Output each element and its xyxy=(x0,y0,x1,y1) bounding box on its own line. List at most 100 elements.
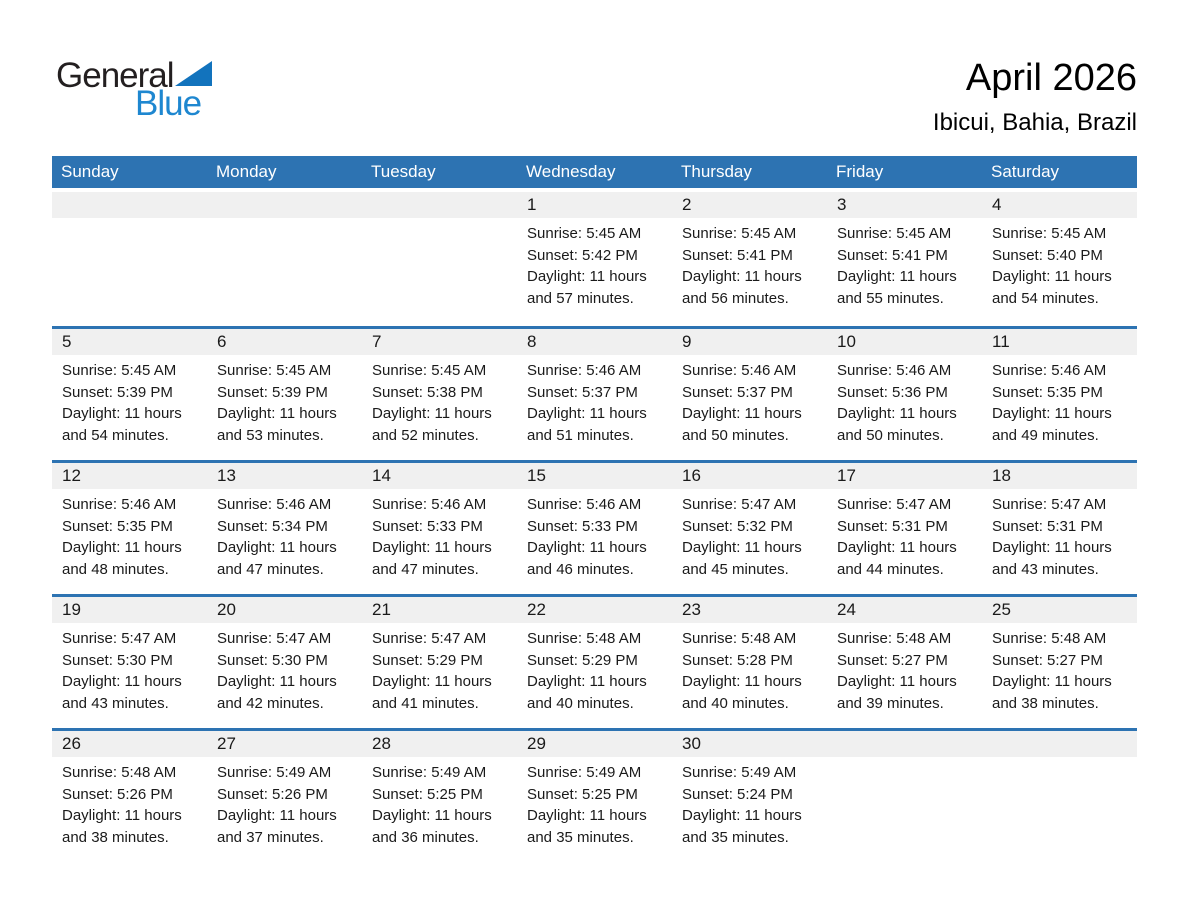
day-cell-17: 17 Sunrise: 5:47 AM Sunset: 5:31 PM Dayligh… xyxy=(827,463,982,594)
sunrise-line: Sunrise: 5:46 AM xyxy=(837,362,952,379)
day-cell-28: 28 Sunrise: 5:49 AM Sunset: 5:25 PM Dayligh… xyxy=(362,731,517,862)
day-info: Sunrise: 5:47 AM Sunset: 5:31 PM Daylight:… xyxy=(827,489,982,580)
day-info: Sunrise: 5:48 AM Sunset: 5:28 PM Daylight:… xyxy=(672,623,827,714)
day-info xyxy=(52,218,207,223)
logo-text-general: General xyxy=(56,56,175,95)
day-number: 29 xyxy=(517,731,672,757)
day-cell-16: 16 Sunrise: 5:47 AM Sunset: 5:32 PM Dayligh… xyxy=(672,463,827,594)
day-cell-15: 15 Sunrise: 5:46 AM Sunset: 5:33 PM Dayligh… xyxy=(517,463,672,594)
day-cell-29: 29 Sunrise: 5:49 AM Sunset: 5:25 PM Dayligh… xyxy=(517,731,672,862)
day-cell-9: 9 Sunrise: 5:46 AM Sunset: 5:37 PM Daylight… xyxy=(672,329,827,460)
sunrise-line: Sunrise: 5:49 AM xyxy=(682,764,797,781)
day-number: 18 xyxy=(982,463,1137,489)
sunrise-line: Sunrise: 5:45 AM xyxy=(682,225,797,242)
daylight-line: Daylight: 11 hours and 41 minutes. xyxy=(372,673,492,712)
daylight-line: Daylight: 11 hours and 49 minutes. xyxy=(992,405,1112,444)
day-number xyxy=(827,731,982,757)
sunrise-line: Sunrise: 5:48 AM xyxy=(62,764,177,781)
sunrise-line: Sunrise: 5:48 AM xyxy=(992,630,1107,647)
sunrise-line: Sunrise: 5:45 AM xyxy=(837,225,952,242)
daylight-line: Daylight: 11 hours and 52 minutes. xyxy=(372,405,492,444)
day-number: 11 xyxy=(982,329,1137,355)
day-cell-5: 5 Sunrise: 5:45 AM Sunset: 5:39 PM Daylight… xyxy=(52,329,207,460)
day-number: 22 xyxy=(517,597,672,623)
daylight-line: Daylight: 11 hours and 46 minutes. xyxy=(527,539,647,578)
sunset-line: Sunset: 5:27 PM xyxy=(992,651,1103,669)
sunset-line: Sunset: 5:36 PM xyxy=(837,383,948,401)
day-info xyxy=(982,757,1137,762)
day-cell-6: 6 Sunrise: 5:45 AM Sunset: 5:39 PM Daylight… xyxy=(207,329,362,460)
weekday-header-friday: Friday xyxy=(836,162,884,181)
daylight-line: Daylight: 11 hours and 43 minutes. xyxy=(992,539,1112,578)
sunset-line: Sunset: 5:26 PM xyxy=(62,785,173,803)
day-cell-21: 21 Sunrise: 5:47 AM Sunset: 5:29 PM Dayligh… xyxy=(362,597,517,728)
day-cell-7: 7 Sunrise: 5:45 AM Sunset: 5:38 PM Daylight… xyxy=(362,329,517,460)
sunrise-line: Sunrise: 5:45 AM xyxy=(992,225,1107,242)
day-cell-27: 27 Sunrise: 5:49 AM Sunset: 5:26 PM Dayligh… xyxy=(207,731,362,862)
day-info: Sunrise: 5:46 AM Sunset: 5:33 PM Daylight:… xyxy=(517,489,672,580)
daylight-line: Daylight: 11 hours and 37 minutes. xyxy=(217,807,337,846)
daylight-line: Daylight: 11 hours and 40 minutes. xyxy=(527,673,647,712)
daylight-line: Daylight: 11 hours and 40 minutes. xyxy=(682,673,802,712)
sunrise-line: Sunrise: 5:47 AM xyxy=(992,496,1107,513)
sunset-line: Sunset: 5:35 PM xyxy=(992,383,1103,401)
day-number: 8 xyxy=(517,329,672,355)
day-cell-12: 12 Sunrise: 5:46 AM Sunset: 5:35 PM Dayligh… xyxy=(52,463,207,594)
day-number: 20 xyxy=(207,597,362,623)
day-cell-2: 2 Sunrise: 5:45 AM Sunset: 5:41 PM Daylight… xyxy=(672,192,827,326)
sunset-line: Sunset: 5:27 PM xyxy=(837,651,948,669)
day-cell-20: 20 Sunrise: 5:47 AM Sunset: 5:30 PM Dayligh… xyxy=(207,597,362,728)
sunrise-line: Sunrise: 5:46 AM xyxy=(62,496,177,513)
day-number: 21 xyxy=(362,597,517,623)
day-info: Sunrise: 5:45 AM Sunset: 5:40 PM Daylight:… xyxy=(982,218,1137,309)
day-info: Sunrise: 5:47 AM Sunset: 5:32 PM Daylight:… xyxy=(672,489,827,580)
day-cell-11: 11 Sunrise: 5:46 AM Sunset: 5:35 PM Dayligh… xyxy=(982,329,1137,460)
day-number xyxy=(207,192,362,218)
daylight-line: Daylight: 11 hours and 35 minutes. xyxy=(682,807,802,846)
daylight-line: Daylight: 11 hours and 43 minutes. xyxy=(62,673,182,712)
day-info: Sunrise: 5:47 AM Sunset: 5:30 PM Daylight:… xyxy=(207,623,362,714)
day-number: 1 xyxy=(517,192,672,218)
daylight-line: Daylight: 11 hours and 38 minutes. xyxy=(992,673,1112,712)
sunrise-line: Sunrise: 5:49 AM xyxy=(527,764,642,781)
sunrise-line: Sunrise: 5:48 AM xyxy=(527,630,642,647)
daylight-line: Daylight: 11 hours and 53 minutes. xyxy=(217,405,337,444)
sunset-line: Sunset: 5:24 PM xyxy=(682,785,793,803)
sunset-line: Sunset: 5:31 PM xyxy=(992,517,1103,535)
sunset-line: Sunset: 5:37 PM xyxy=(682,383,793,401)
weekday-header-saturday: Saturday xyxy=(991,162,1060,181)
week-row-4: 19 Sunrise: 5:47 AM Sunset: 5:30 PM Dayligh… xyxy=(52,594,1137,728)
week-row-5: 26 Sunrise: 5:48 AM Sunset: 5:26 PM Dayligh… xyxy=(52,728,1137,862)
sunrise-line: Sunrise: 5:47 AM xyxy=(682,496,797,513)
day-info: Sunrise: 5:46 AM Sunset: 5:35 PM Daylight:… xyxy=(982,355,1137,446)
sunset-line: Sunset: 5:29 PM xyxy=(372,651,483,669)
day-cell-25: 25 Sunrise: 5:48 AM Sunset: 5:27 PM Dayligh… xyxy=(982,597,1137,728)
sunset-line: Sunset: 5:40 PM xyxy=(992,246,1103,264)
sunset-line: Sunset: 5:31 PM xyxy=(837,517,948,535)
daylight-line: Daylight: 11 hours and 42 minutes. xyxy=(217,673,337,712)
sunrise-line: Sunrise: 5:45 AM xyxy=(62,362,177,379)
day-info: Sunrise: 5:46 AM Sunset: 5:36 PM Daylight:… xyxy=(827,355,982,446)
day-info: Sunrise: 5:45 AM Sunset: 5:41 PM Daylight:… xyxy=(672,218,827,309)
sunset-line: Sunset: 5:30 PM xyxy=(217,651,328,669)
sunrise-line: Sunrise: 5:47 AM xyxy=(372,630,487,647)
daylight-line: Daylight: 11 hours and 54 minutes. xyxy=(992,268,1112,307)
daylight-line: Daylight: 11 hours and 36 minutes. xyxy=(372,807,492,846)
daylight-line: Daylight: 11 hours and 51 minutes. xyxy=(527,405,647,444)
sunset-line: Sunset: 5:38 PM xyxy=(372,383,483,401)
day-info: Sunrise: 5:48 AM Sunset: 5:26 PM Daylight:… xyxy=(52,757,207,848)
day-cell-10: 10 Sunrise: 5:46 AM Sunset: 5:36 PM Dayligh… xyxy=(827,329,982,460)
page-subtitle: Ibicui, Bahia, Brazil xyxy=(932,108,1137,136)
day-number xyxy=(52,192,207,218)
day-info: Sunrise: 5:46 AM Sunset: 5:37 PM Daylight:… xyxy=(517,355,672,446)
sunset-line: Sunset: 5:41 PM xyxy=(837,246,948,264)
sunrise-line: Sunrise: 5:47 AM xyxy=(837,496,952,513)
day-number: 28 xyxy=(362,731,517,757)
day-info: Sunrise: 5:46 AM Sunset: 5:35 PM Daylight:… xyxy=(52,489,207,580)
sunrise-line: Sunrise: 5:47 AM xyxy=(217,630,332,647)
day-number: 19 xyxy=(52,597,207,623)
week-row-2: 5 Sunrise: 5:45 AM Sunset: 5:39 PM Daylight… xyxy=(52,326,1137,460)
day-info: Sunrise: 5:45 AM Sunset: 5:42 PM Daylight:… xyxy=(517,218,672,309)
sunrise-line: Sunrise: 5:45 AM xyxy=(527,225,642,242)
day-number: 13 xyxy=(207,463,362,489)
